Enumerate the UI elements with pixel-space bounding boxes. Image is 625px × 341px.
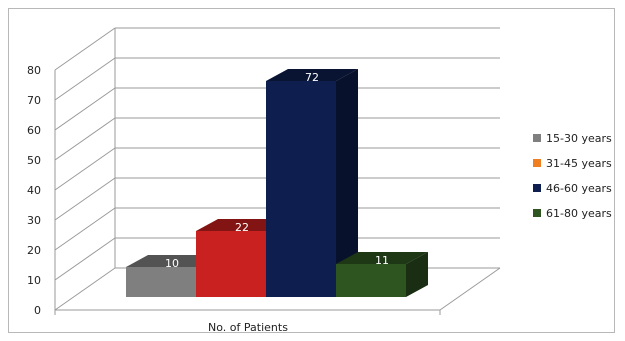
gridline-side	[54, 237, 116, 281]
legend-item: 15-30 years	[533, 132, 612, 145]
gridline-side	[54, 57, 116, 101]
legend-label: 61-80 years	[546, 207, 612, 220]
legend-swatch	[533, 209, 541, 217]
bar-front	[266, 81, 336, 297]
legend: 15-30 years 31-45 years 46-60 years 61-80 y…	[533, 132, 612, 220]
legend-label: 46-60 years	[546, 182, 612, 195]
bar-61-80-years	[336, 252, 428, 297]
x-category-label: No. of Patients	[208, 321, 288, 334]
bars-layer	[126, 69, 428, 297]
gridline-side	[54, 207, 116, 251]
data-label: 11	[375, 254, 389, 267]
legend-swatch	[533, 184, 541, 192]
y-tick-label: 60	[27, 124, 41, 137]
gridline-side	[54, 267, 116, 311]
bar-side	[406, 252, 428, 297]
bar-top	[126, 255, 218, 267]
data-label: 22	[235, 221, 249, 234]
labels-layer: 0 10 20 30 40 50 60 70 80 10 22 72 11 No. of Patients	[27, 64, 389, 334]
legend-label: 15-30 years	[546, 132, 612, 145]
data-label: 72	[305, 71, 319, 84]
bar-side	[336, 69, 358, 297]
data-label: 10	[165, 257, 179, 270]
y-tick-label: 50	[27, 154, 41, 167]
y-tick-label: 80	[27, 64, 41, 77]
y-tick-label: 0	[34, 304, 41, 317]
bar-top	[196, 219, 288, 231]
legend-item: 46-60 years	[533, 182, 612, 195]
legend-swatch	[533, 159, 541, 167]
y-tick-label: 40	[27, 184, 41, 197]
y-tick-label: 10	[27, 274, 41, 287]
gridline-side	[54, 147, 116, 191]
bar-front	[126, 267, 196, 297]
floor-right-edge	[439, 267, 501, 311]
y-tick-label: 70	[27, 94, 41, 107]
y-tick-label: 30	[27, 214, 41, 227]
gridline-side	[54, 87, 116, 131]
bar-front	[336, 264, 406, 297]
gridline-side	[54, 177, 116, 221]
legend-item: 61-80 years	[533, 207, 612, 220]
bar-top	[336, 252, 428, 264]
gridline-side	[54, 117, 116, 161]
legend-label: 31-45 years	[546, 157, 612, 170]
bar-front	[196, 231, 266, 297]
legend-swatch	[533, 134, 541, 142]
bar-46-60-years	[266, 69, 358, 297]
gridline-side	[54, 27, 116, 71]
y-tick-label: 20	[27, 244, 41, 257]
bar-top	[266, 69, 358, 81]
legend-item: 31-45 years	[533, 157, 612, 170]
